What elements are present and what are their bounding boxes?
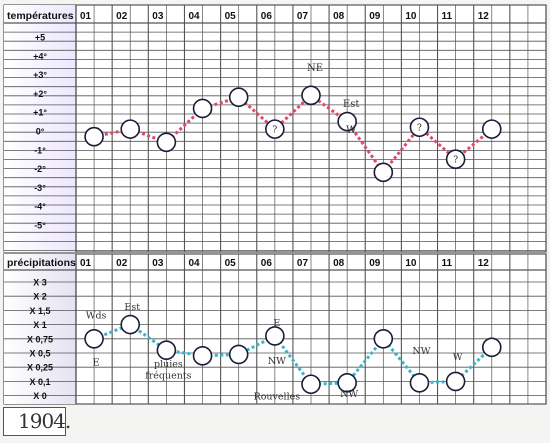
- month-label: 12: [478, 11, 490, 22]
- temperature-point: [192, 98, 213, 119]
- precipitation-point: [120, 314, 141, 335]
- temperature-point: [337, 111, 357, 132]
- temperature-point: [156, 132, 177, 153]
- marker-label: ?: [417, 124, 422, 134]
- month-label: 02: [116, 258, 128, 269]
- precipitation-point: [337, 373, 357, 393]
- climate-chart: températures 01 02 03 04 05 06 07 08 09 10 11 12 +5 +4…: [3, 4, 547, 405]
- month-label: 05: [225, 11, 237, 22]
- precipitation-point: [481, 337, 502, 358]
- month-label: 05: [225, 258, 237, 269]
- weather-annotation: pluies: [154, 359, 183, 370]
- month-label: 11: [442, 11, 453, 22]
- y-tick-label: X 1: [33, 320, 47, 330]
- month-label: 11: [442, 258, 453, 269]
- precipitation-point: [445, 371, 466, 392]
- y-tick-label: +3°: [33, 70, 47, 80]
- y-tick-label: X 1,5: [29, 306, 50, 316]
- weather-annotation: E: [93, 358, 100, 369]
- precipitation-point: [373, 328, 394, 349]
- marker-label: ?: [453, 156, 458, 166]
- month-label: 06: [261, 11, 273, 22]
- y-tick-label: X 0,1: [29, 377, 50, 387]
- month-label: 09: [369, 11, 381, 22]
- month-label: 03: [152, 258, 164, 269]
- precipitation-point: [228, 344, 249, 365]
- precipitation-point: [192, 346, 213, 366]
- y-tick-label: -5°: [34, 221, 46, 231]
- weather-annotation: NW: [340, 389, 358, 400]
- temperature-point: [265, 119, 285, 139]
- label-column: [4, 254, 76, 404]
- precipitation-point: [265, 326, 285, 346]
- y-tick-label: +4°: [33, 51, 47, 61]
- wind-annotation: W: [346, 125, 357, 136]
- month-label: 10: [405, 258, 417, 269]
- y-tick-label: X 3: [33, 278, 47, 288]
- precipitation-point: [301, 374, 321, 395]
- y-tick-label: X 2: [33, 292, 47, 302]
- month-label: 04: [188, 258, 200, 269]
- y-tick-label: -3°: [34, 183, 46, 193]
- weather-annotation: Rouvelles: [254, 392, 301, 403]
- month-label: 10: [405, 11, 417, 22]
- precipitation-point: [409, 373, 430, 393]
- month-label: 08: [333, 11, 345, 22]
- month-label: 01: [80, 11, 92, 22]
- y-tick-label: +5: [35, 33, 45, 43]
- wind-annotation: Est: [343, 99, 359, 110]
- month-label: 01: [80, 258, 92, 269]
- y-tick-label: -1°: [34, 145, 46, 155]
- temperature-point: [373, 162, 394, 183]
- month-label: 06: [261, 258, 273, 269]
- weather-annotation: E: [273, 318, 280, 329]
- y-tick-label: -2°: [34, 164, 46, 174]
- temperature-point: [481, 119, 502, 139]
- month-label: 08: [333, 258, 345, 269]
- y-tick-label: X 0,75: [27, 334, 53, 344]
- weather-annotation: Wds: [86, 311, 107, 322]
- y-tick-label: +1°: [33, 108, 47, 118]
- label-column: [4, 5, 76, 252]
- temperature-point: [228, 87, 249, 107]
- weather-annotation: fréquents: [145, 370, 191, 381]
- temperature-point: [120, 119, 141, 139]
- weather-annotation: NW: [412, 346, 430, 357]
- temperature-point: [301, 85, 321, 106]
- panel-title: températures: [7, 10, 74, 22]
- temperature-point: [409, 117, 430, 138]
- month-label: 07: [297, 258, 309, 269]
- y-tick-label: X 0,5: [29, 349, 50, 359]
- month-label: 12: [478, 258, 490, 269]
- month-label: 09: [369, 258, 381, 269]
- year-label: 1904.: [3, 407, 71, 436]
- month-label: 03: [152, 11, 164, 22]
- y-tick-label: X 0,25: [27, 363, 53, 373]
- panel-title: précipitations: [7, 257, 76, 269]
- wind-annotation: NE: [307, 63, 323, 74]
- y-tick-label: -4°: [34, 202, 46, 212]
- precipitation-point: [156, 340, 177, 360]
- weather-annotation: NW: [268, 356, 286, 367]
- month-label: 04: [188, 11, 200, 22]
- marker-label: ?: [272, 126, 277, 136]
- temperature-point: [84, 126, 104, 147]
- precipitation-point: [84, 328, 104, 349]
- month-label: 02: [116, 11, 128, 22]
- weather-annotation: Est: [124, 302, 140, 313]
- y-tick-label: +2°: [33, 89, 47, 99]
- month-label: 07: [297, 11, 309, 22]
- y-tick-label: 0°: [36, 127, 45, 137]
- weather-annotation: W: [453, 352, 463, 363]
- y-tick-label: X 0: [33, 391, 47, 401]
- temperature-point: [445, 149, 466, 169]
